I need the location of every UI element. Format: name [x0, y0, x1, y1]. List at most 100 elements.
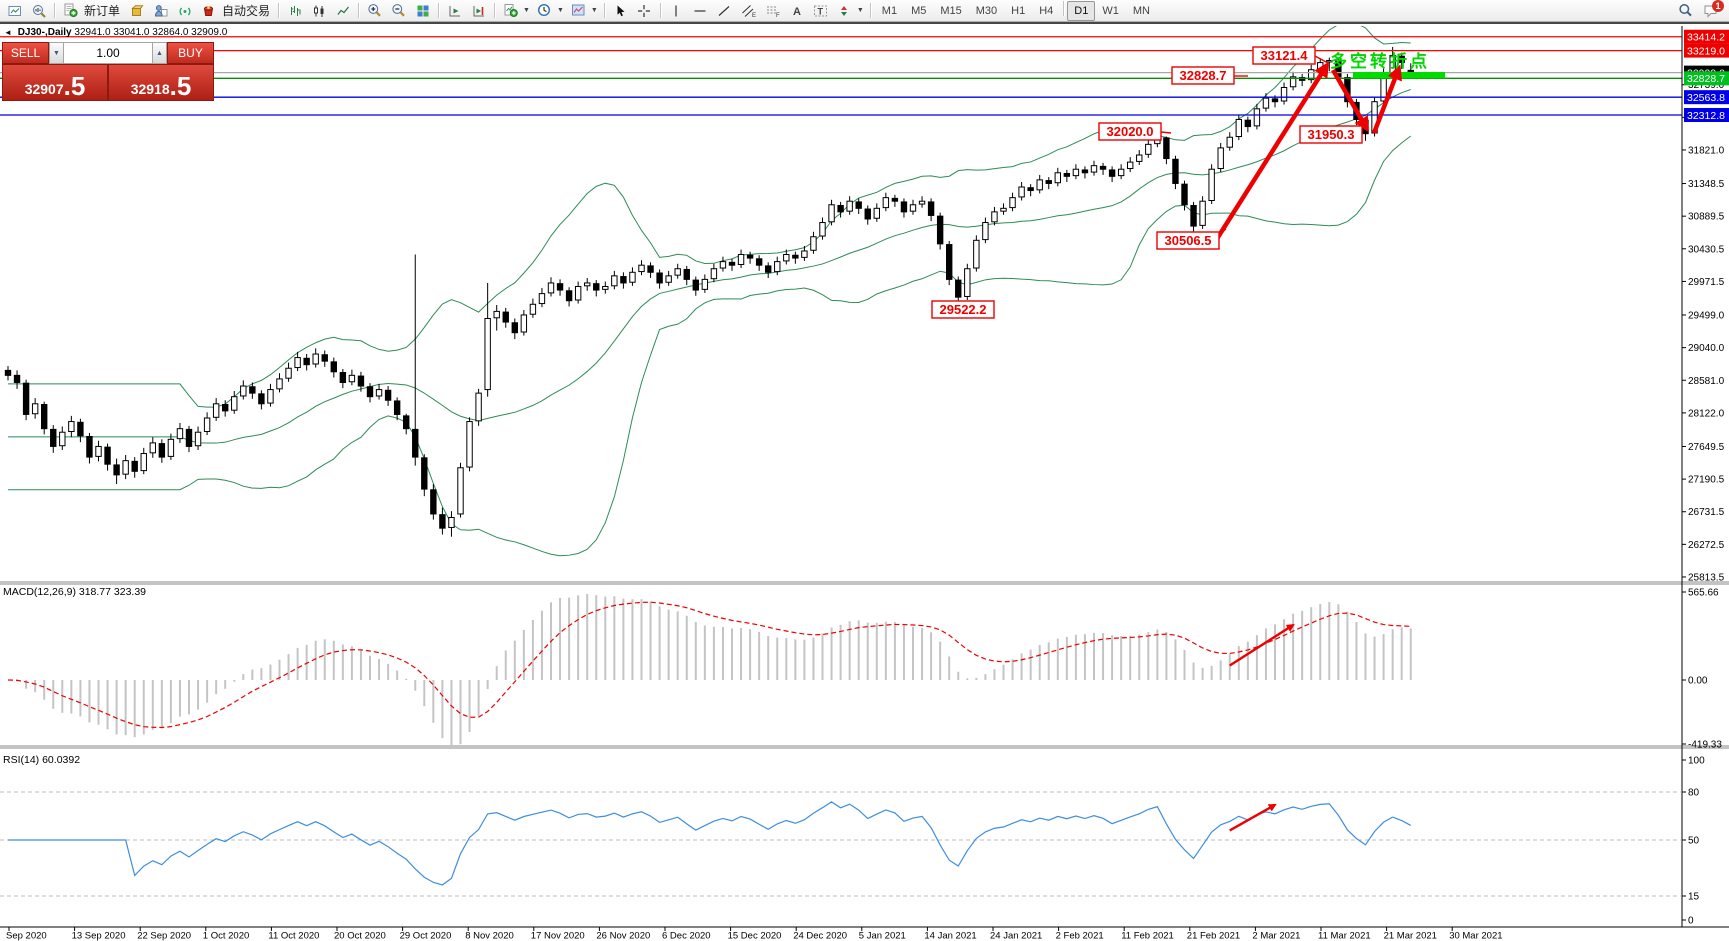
price-annotation-box[interactable]	[1299, 125, 1363, 144]
buy-button[interactable]: BUY	[167, 42, 214, 64]
chart-title: ◄ DJ30-,Daily 32941.0 33041.0 32864.0 32…	[4, 27, 227, 38]
collapse-triangle-icon[interactable]: ◄	[4, 28, 12, 37]
candle	[104, 446, 111, 465]
macd-arrow[interactable]	[1229, 623, 1295, 667]
candle	[955, 279, 962, 298]
toolbar-separator	[54, 3, 55, 18]
autotrade-label[interactable]: 自动交易	[222, 4, 271, 18]
line-chart-icon[interactable]	[331, 0, 354, 22]
periods-icon[interactable]	[533, 0, 556, 22]
candle	[41, 404, 48, 430]
toolbar: 新订单 自动交易 ▼ ▼ ▼ E F A T ▼ M1 M5 M15 M30 H1 H4 D…	[0, 0, 1729, 22]
tile-windows-icon[interactable]	[411, 0, 434, 22]
timeframe-button-H1[interactable]: H1	[1011, 4, 1026, 17]
candle	[312, 353, 319, 365]
x-axis-label: 11 Mar 2021	[1318, 931, 1371, 941]
trend-arrow[interactable]	[1371, 64, 1403, 134]
y-axis-tick: 31821.0	[1688, 145, 1725, 156]
navigator-icon[interactable]	[149, 0, 172, 22]
volume-decrease-button[interactable]: ▼	[49, 42, 64, 64]
text-label-icon[interactable]: T	[809, 0, 832, 22]
rsi-arrow[interactable]	[1229, 803, 1277, 832]
buy-price-display[interactable]: 32918 .5	[108, 64, 214, 101]
timeframe-button-M1[interactable]: M1	[881, 4, 898, 17]
trend-arrow[interactable]	[1211, 61, 1330, 247]
text-icon[interactable]: A	[785, 0, 808, 22]
price-annotation-box[interactable]	[1252, 46, 1316, 65]
fibonacci-icon[interactable]: F	[761, 0, 784, 22]
candlestick-chart-icon[interactable]	[307, 0, 330, 22]
timeframe-button-H4[interactable]: H4	[1039, 4, 1054, 17]
candle	[158, 443, 166, 458]
candle	[1036, 179, 1043, 191]
toolbar-separator	[494, 3, 496, 18]
x-axis-label: 22 Sep 2020	[137, 931, 191, 941]
sell-button[interactable]: SELL	[2, 42, 49, 64]
auto-scroll-icon[interactable]	[443, 0, 466, 22]
chart-shift-icon[interactable]	[467, 0, 490, 22]
chart-canvas[interactable]: 32739.032280.031821.031348.530889.530430…	[0, 24, 1729, 941]
price-label: 32563.8	[1687, 92, 1725, 104]
chart-window[interactable]: 32739.032280.031821.031348.530889.530430…	[0, 22, 1729, 941]
equidistant-channel-icon[interactable]: E	[737, 0, 760, 22]
horizontal-line-icon[interactable]	[689, 0, 712, 22]
candle	[855, 201, 862, 209]
trendline-icon[interactable]	[713, 0, 736, 22]
cursor-icon[interactable]	[609, 0, 632, 22]
template-caret[interactable]: ▼	[590, 7, 598, 14]
x-axis-label: 8 Nov 2020	[465, 931, 514, 941]
volume-increase-button[interactable]: ▲	[152, 42, 167, 64]
candle	[828, 204, 835, 223]
x-axis-label: 14 Jan 2021	[924, 931, 976, 941]
candle	[1027, 187, 1034, 192]
turning-point-annotation[interactable]: 多空转折点	[1330, 52, 1430, 71]
search-icon[interactable]	[1674, 0, 1697, 22]
signals-icon[interactable]	[173, 0, 196, 22]
sell-price-display[interactable]: 32907 .5	[2, 64, 108, 101]
template-icon[interactable]	[567, 0, 590, 22]
arrows-tool-caret[interactable]: ▼	[856, 7, 864, 14]
svg-text:F: F	[776, 13, 780, 18]
volume-input[interactable]	[76, 45, 140, 61]
price-annotation-box[interactable]	[931, 300, 995, 319]
candle	[1226, 136, 1233, 148]
candle	[276, 378, 283, 390]
candle	[502, 311, 509, 323]
autotrade-icon[interactable]	[197, 0, 220, 22]
crosshair-icon[interactable]	[633, 0, 656, 22]
timeframe-button-M30[interactable]: M30	[975, 4, 998, 17]
timeframe-button-D1[interactable]: D1	[1067, 0, 1096, 21]
periods-caret[interactable]: ▼	[556, 7, 564, 14]
new-order-icon[interactable]	[59, 0, 82, 22]
arrows-tool-icon[interactable]	[833, 0, 856, 22]
price-label: 33414.2	[1687, 32, 1725, 44]
candle	[620, 276, 627, 284]
notifications-icon[interactable]: 1	[1699, 0, 1724, 22]
new-order-label[interactable]: 新订单	[84, 4, 121, 18]
trend-arrow[interactable]	[1331, 68, 1369, 133]
timeframe-button-M15[interactable]: M15	[940, 4, 962, 17]
timeframe-button-MN[interactable]: MN	[1132, 4, 1150, 17]
add-indicator-caret[interactable]: ▼	[523, 7, 530, 14]
chart-window-icon[interactable]	[3, 0, 26, 22]
price-annotation-box[interactable]	[1156, 231, 1220, 250]
timeframe-button-M5[interactable]: M5	[911, 4, 927, 17]
price-label: 32312.8	[1687, 110, 1725, 122]
zoom-out-icon[interactable]	[387, 0, 410, 22]
vertical-line-icon[interactable]	[665, 0, 688, 22]
market-watch-icon[interactable]	[125, 0, 148, 22]
candle	[285, 367, 292, 379]
price-annotation-box[interactable]	[1098, 122, 1162, 141]
candle	[403, 415, 410, 430]
tick-chart-icon[interactable]	[27, 0, 50, 22]
add-indicator-icon[interactable]	[499, 0, 522, 22]
bar-chart-icon[interactable]	[283, 0, 306, 22]
timeframe-button-W1[interactable]: W1	[1102, 4, 1119, 17]
toolbar-separator	[278, 3, 280, 18]
x-axis-label: 1 Oct 2020	[203, 931, 249, 941]
x-axis-label: 2 Feb 2021	[1056, 931, 1104, 941]
candle	[1072, 168, 1080, 177]
price-annotation-box[interactable]	[1171, 66, 1235, 85]
x-axis-label: 2 Mar 2021	[1252, 931, 1300, 941]
zoom-in-icon[interactable]	[363, 0, 386, 22]
